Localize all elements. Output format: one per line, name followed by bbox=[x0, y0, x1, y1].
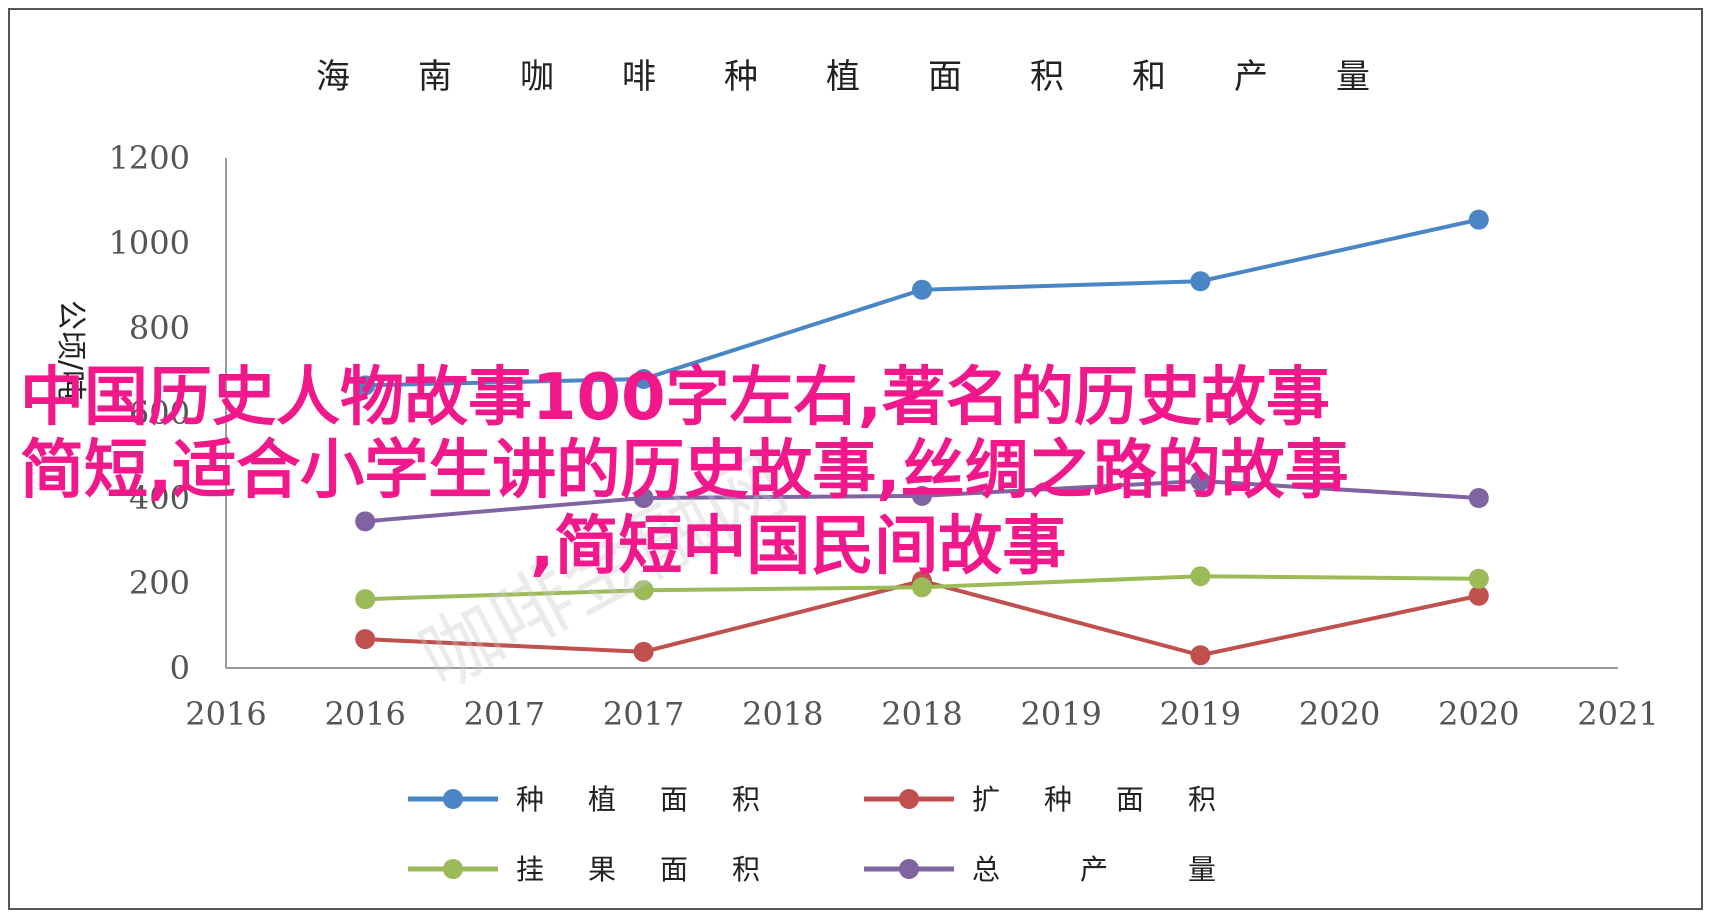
data-point bbox=[1190, 645, 1211, 666]
x-tick-label: 2019 bbox=[1020, 695, 1101, 733]
legend-label: 挂果面积 bbox=[516, 853, 804, 886]
legend-marker bbox=[899, 859, 919, 879]
x-tick-label: 2019 bbox=[1160, 695, 1241, 733]
data-point bbox=[355, 629, 376, 650]
y-tick-label: 0 bbox=[170, 649, 190, 687]
y-tick-labels: 0 200 400 600 800 1000 1200 bbox=[109, 139, 190, 687]
legend-marker bbox=[443, 859, 463, 879]
legend-marker bbox=[899, 789, 919, 809]
y-axis-label-text: 公顷/吨 bbox=[53, 300, 88, 400]
legend-item: 扩种面积 bbox=[864, 783, 1260, 816]
x-tick-label: 2020 bbox=[1438, 695, 1519, 733]
data-point bbox=[355, 511, 376, 532]
data-point bbox=[912, 279, 932, 300]
overlay-caption: 中国历史人物故事100字左右,著名的历史故事简短,适合小学生讲的历史故事,丝绸之… bbox=[20, 361, 1349, 584]
data-point bbox=[1190, 271, 1211, 292]
chart-title: 海南咖啡种植面积和产量 bbox=[316, 57, 1438, 97]
x-tick-labels: 2016 2016 2017 2017 2018 2018 2019 2019 2020 2020… bbox=[185, 695, 1658, 733]
series-1 bbox=[355, 209, 1489, 396]
data-point bbox=[1468, 209, 1489, 230]
x-tick-label: 2017 bbox=[464, 695, 545, 733]
legend-item: 种植面积 bbox=[408, 783, 804, 816]
x-tick-label: 2018 bbox=[742, 695, 823, 733]
y-tick-label: 600 bbox=[129, 394, 190, 432]
y-tick-label: 400 bbox=[129, 479, 190, 517]
series-lines bbox=[355, 209, 1489, 666]
overlay-caption-line: ,简短中国民间故事 bbox=[530, 510, 1066, 584]
overlay-caption-line: 简短,适合小学生讲的历史故事,丝绸之路的故事 bbox=[20, 434, 1349, 508]
data-point bbox=[1468, 568, 1489, 589]
x-tick-label: 2021 bbox=[1577, 695, 1658, 733]
y-tick-label: 1200 bbox=[109, 139, 190, 177]
data-point bbox=[1468, 585, 1489, 606]
data-point bbox=[1468, 488, 1489, 508]
y-tick-label: 1000 bbox=[109, 224, 190, 262]
legend-item: 挂果面积 bbox=[408, 853, 804, 886]
y-tick-label: 800 bbox=[129, 309, 190, 347]
legend-label: 种植面积 bbox=[516, 783, 804, 816]
series-3 bbox=[355, 566, 1489, 610]
data-point bbox=[355, 589, 376, 610]
data-point bbox=[633, 580, 654, 601]
x-tick-label: 2016 bbox=[185, 695, 266, 733]
overlay-caption-line: 中国历史人物故事100字左右,著名的历史故事 bbox=[20, 361, 1330, 435]
x-tick-label: 2018 bbox=[881, 695, 962, 733]
x-tick-label: 2016 bbox=[324, 695, 405, 733]
data-point bbox=[912, 485, 932, 506]
data-point bbox=[912, 577, 932, 598]
data-point bbox=[633, 488, 654, 508]
series-4 bbox=[355, 471, 1489, 532]
data-point bbox=[1190, 471, 1211, 491]
y-axis-label: 公顷/吨 bbox=[53, 300, 88, 400]
legend-label: 总产量 bbox=[972, 853, 1296, 886]
chart-frame bbox=[8, 8, 1703, 910]
data-point bbox=[355, 375, 376, 396]
data-point bbox=[1190, 566, 1211, 587]
x-tick-label: 2017 bbox=[603, 695, 684, 733]
x-tick-label: 2020 bbox=[1299, 695, 1380, 733]
data-point bbox=[633, 641, 654, 662]
legend-marker bbox=[443, 789, 463, 809]
legend-item: 总产量 bbox=[864, 853, 1296, 886]
y-tick-label: 200 bbox=[129, 564, 190, 602]
data-point bbox=[633, 369, 654, 389]
legend-label: 扩种面积 bbox=[972, 783, 1260, 816]
